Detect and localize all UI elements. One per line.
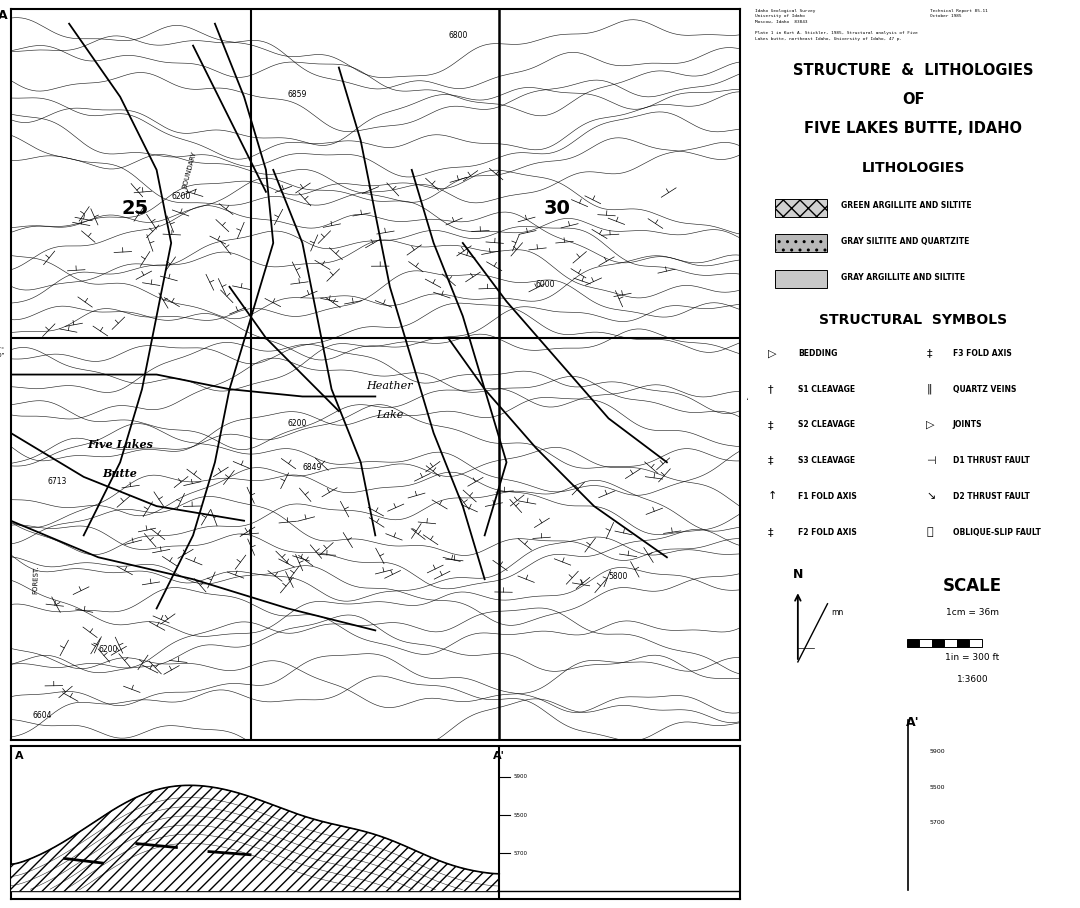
Text: OBLIQUE-SLIP FAULT: OBLIQUE-SLIP FAULT <box>953 528 1040 537</box>
Text: A: A <box>14 751 23 761</box>
Bar <box>919 638 932 646</box>
Text: 5700: 5700 <box>514 851 528 855</box>
Text: ↑: ↑ <box>768 491 778 501</box>
Text: 115° 15': 115° 15' <box>491 751 522 757</box>
Text: 6200: 6200 <box>172 192 190 202</box>
Text: D2 THRUST FAULT: D2 THRUST FAULT <box>953 492 1029 501</box>
Text: 1in = 300 ft: 1in = 300 ft <box>945 653 1000 662</box>
Text: 6859: 6859 <box>288 90 307 99</box>
Bar <box>906 638 919 646</box>
Text: BEDDING: BEDDING <box>798 349 837 358</box>
Text: ‡: ‡ <box>927 349 932 359</box>
Bar <box>774 271 827 288</box>
Bar <box>944 638 957 646</box>
Text: 6200: 6200 <box>98 646 118 655</box>
Text: SCALE: SCALE <box>943 577 1002 595</box>
Text: Technical Report 85-11
October 1985: Technical Report 85-11 October 1985 <box>930 9 987 18</box>
Text: 5800: 5800 <box>609 572 627 581</box>
Text: LITHOLOGIES: LITHOLOGIES <box>862 161 964 175</box>
Text: 6800: 6800 <box>448 31 468 40</box>
Text: mn: mn <box>831 608 843 617</box>
Text: ‖: ‖ <box>927 384 932 394</box>
Text: ‡: ‡ <box>768 419 773 429</box>
Text: S1 CLEAVAGE: S1 CLEAVAGE <box>798 385 855 394</box>
Text: 30: 30 <box>544 199 571 218</box>
Text: 5700: 5700 <box>930 821 945 825</box>
Text: Plate 1 in Kurt A. Stickler, 1985, Structural analysis of Five
Lakes butte, nort: Plate 1 in Kurt A. Stickler, 1985, Struc… <box>755 32 918 41</box>
Text: ⊣: ⊣ <box>927 456 936 466</box>
Text: 6604: 6604 <box>32 711 52 720</box>
Bar <box>932 638 944 646</box>
Text: 5900: 5900 <box>930 749 945 754</box>
Bar <box>957 638 969 646</box>
Text: 6849: 6849 <box>302 462 322 471</box>
Text: 6200: 6200 <box>288 419 307 428</box>
Text: ‡: ‡ <box>768 456 773 466</box>
Text: BOUNDARY: BOUNDARY <box>181 151 198 190</box>
Text: A': A' <box>494 751 505 761</box>
Text: 6000: 6000 <box>536 280 555 289</box>
Text: ↘: ↘ <box>927 491 935 501</box>
Text: ▷: ▷ <box>768 349 777 359</box>
Text: ⫠: ⫠ <box>927 528 933 538</box>
Text: S2 CLEAVAGE: S2 CLEAVAGE <box>798 420 855 429</box>
Text: A': A' <box>906 716 920 728</box>
Text: Butte: Butte <box>103 468 137 479</box>
Bar <box>774 234 827 252</box>
Bar <box>774 199 827 216</box>
Text: A: A <box>0 9 8 22</box>
Text: †: † <box>768 384 773 394</box>
Text: 5900: 5900 <box>514 775 528 779</box>
Text: Five Lakes: Five Lakes <box>87 439 153 449</box>
Text: S3 CLEAVAGE: S3 CLEAVAGE <box>798 456 855 465</box>
Text: GREEN ARGILLITE AND SILTITE: GREEN ARGILLITE AND SILTITE <box>840 202 971 211</box>
Text: F2 FOLD AXIS: F2 FOLD AXIS <box>798 528 856 537</box>
Text: A': A' <box>747 390 760 403</box>
Text: STRUCTURAL  SYMBOLS: STRUCTURAL SYMBOLS <box>819 313 1008 327</box>
Text: D1 THRUST FAULT: D1 THRUST FAULT <box>953 456 1029 465</box>
Text: N: N <box>793 568 804 581</box>
Text: ▷: ▷ <box>927 419 935 429</box>
Text: Lake: Lake <box>376 410 404 420</box>
Text: Heather: Heather <box>366 381 414 391</box>
Text: 25: 25 <box>121 199 148 218</box>
Text: OF: OF <box>902 93 924 107</box>
Text: ‡: ‡ <box>768 528 773 538</box>
Text: STRUCTURE  &  LITHOLOGIES: STRUCTURE & LITHOLOGIES <box>793 63 1034 78</box>
Text: Idaho Geological Survey
University of Idaho
Moscow, Idaho  83843: Idaho Geological Survey University of Id… <box>755 9 815 24</box>
Text: 5500: 5500 <box>930 785 945 790</box>
Text: 1:3600: 1:3600 <box>957 676 988 685</box>
Text: 47°
57' 30": 47° 57' 30" <box>0 347 5 358</box>
Text: F3 FOLD AXIS: F3 FOLD AXIS <box>953 349 1011 358</box>
Bar <box>969 638 982 646</box>
Text: F1 FOLD AXIS: F1 FOLD AXIS <box>798 492 856 501</box>
Text: GRAY ARGILLITE AND SILTITE: GRAY ARGILLITE AND SILTITE <box>840 272 964 281</box>
Text: GRAY SILTITE AND QUARTZITE: GRAY SILTITE AND QUARTZITE <box>840 237 969 246</box>
Text: 6713: 6713 <box>48 478 67 486</box>
Text: JOINTS: JOINTS <box>953 420 982 429</box>
Text: 5500: 5500 <box>514 813 528 817</box>
Text: FOREST.: FOREST. <box>32 565 40 594</box>
Text: 1cm = 36m: 1cm = 36m <box>946 608 999 617</box>
Text: QUARTZ VEINS: QUARTZ VEINS <box>953 385 1016 394</box>
Text: FIVE LAKES BUTTE, IDAHO: FIVE LAKES BUTTE, IDAHO <box>805 121 1022 136</box>
